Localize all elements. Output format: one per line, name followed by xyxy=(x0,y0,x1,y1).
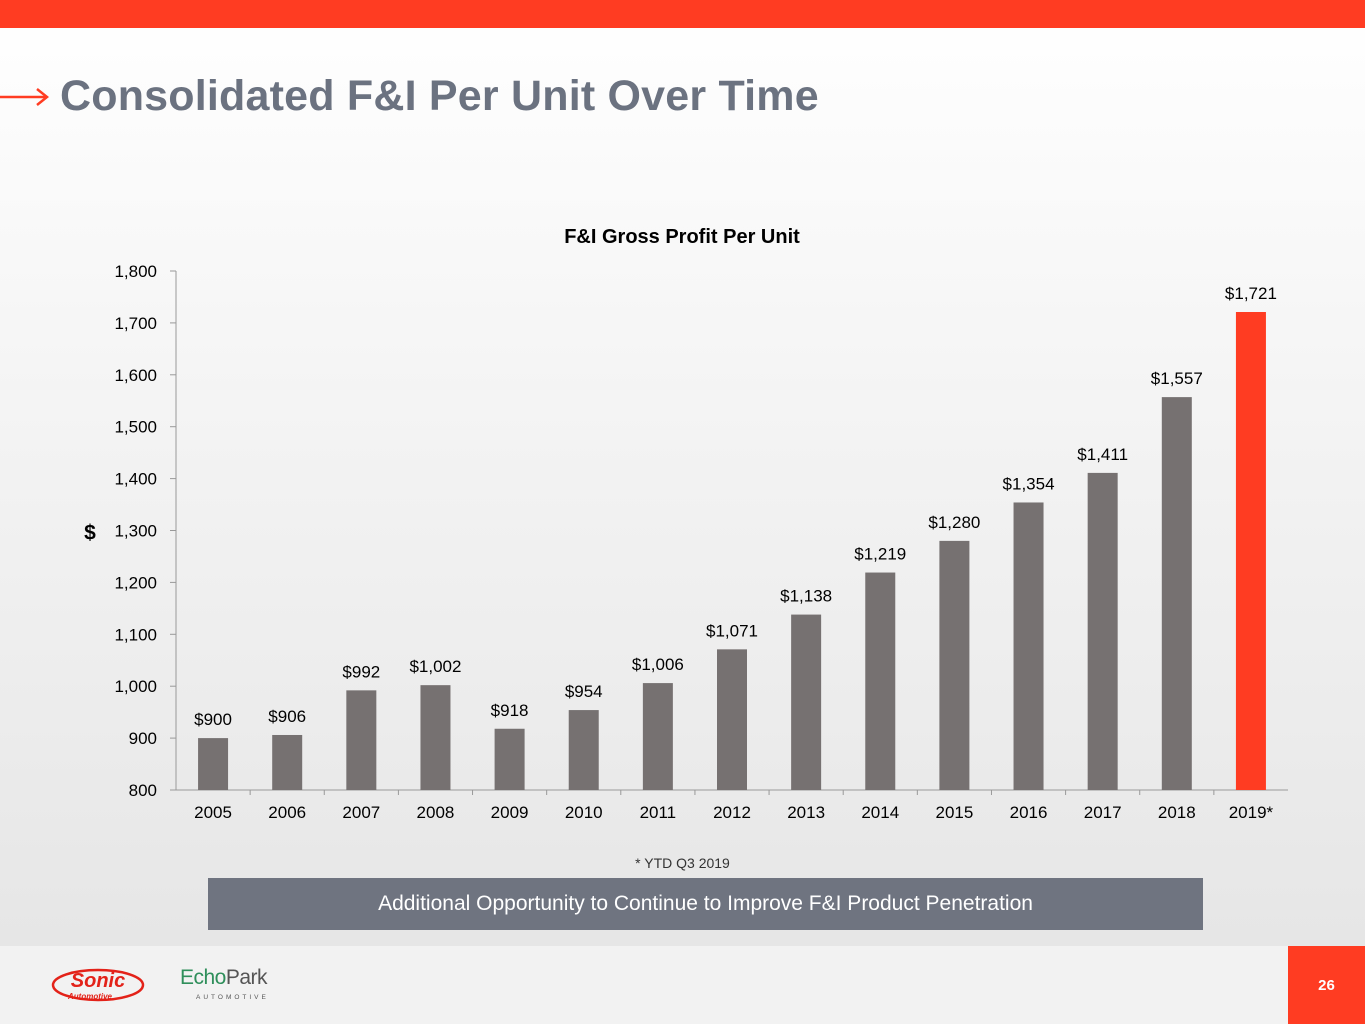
x-tick-label: 2006 xyxy=(268,803,306,822)
data-label: $992 xyxy=(342,662,380,681)
data-label: $1,411 xyxy=(1077,445,1128,464)
bar xyxy=(1013,502,1044,790)
top-accent-bar xyxy=(0,0,1365,28)
bar xyxy=(642,683,673,790)
y-tick-label: 1,700 xyxy=(114,314,157,333)
y-tick-label: 800 xyxy=(129,781,157,800)
bar xyxy=(272,734,303,790)
arrow-right-icon xyxy=(0,88,50,106)
y-tick-label: 1,600 xyxy=(114,366,157,385)
page-number: 26 xyxy=(1318,976,1335,994)
data-label: $1,071 xyxy=(706,621,758,640)
bar xyxy=(346,690,377,790)
bar xyxy=(1087,472,1118,790)
data-label: $1,002 xyxy=(409,657,461,676)
y-tick-label: 1,000 xyxy=(114,677,157,696)
x-tick-label: 2019* xyxy=(1229,803,1274,822)
data-label: $1,006 xyxy=(632,655,684,674)
x-tick-label: 2007 xyxy=(342,803,380,822)
bar xyxy=(939,540,970,790)
x-tick-label: 2005 xyxy=(194,803,232,822)
bar xyxy=(420,685,451,790)
data-label: $906 xyxy=(268,707,306,726)
x-tick-label: 2017 xyxy=(1084,803,1122,822)
y-tick-label: 1,800 xyxy=(114,262,157,281)
bar xyxy=(1161,397,1192,790)
x-tick-label: 2014 xyxy=(861,803,899,822)
bar xyxy=(865,572,896,790)
bar-chart: F&I Gross Profit Per Unit $800 900 1,000 1,1… xyxy=(84,226,1288,822)
data-label: $1,138 xyxy=(780,587,832,606)
x-tick-label: 2011 xyxy=(640,803,677,822)
bar xyxy=(1235,312,1266,790)
echopark-park-text: Park xyxy=(225,966,268,989)
callout-text: Additional Opportunity to Continue to Im… xyxy=(378,892,1033,915)
bar xyxy=(568,710,599,790)
y-tick-label: 900 xyxy=(129,729,157,748)
y-tick-label: 1,500 xyxy=(114,418,157,437)
footnote: * YTD Q3 2019 xyxy=(635,855,730,871)
bar xyxy=(717,649,747,790)
echopark-subtitle: AUTOMOTIVE xyxy=(196,994,269,1001)
y-axis-label: $ xyxy=(84,522,96,545)
x-tick-label: 2018 xyxy=(1158,803,1196,822)
x-tick-label: 2008 xyxy=(417,803,455,822)
y-tick-label: 1,200 xyxy=(114,573,157,592)
x-tick-label: 2012 xyxy=(713,803,751,822)
footer xyxy=(0,946,1365,1024)
bar xyxy=(791,614,822,790)
x-tick-label: 2015 xyxy=(935,803,973,822)
callout-banner: Additional Opportunity to Continue to Im… xyxy=(208,878,1203,930)
data-label: $918 xyxy=(491,701,529,720)
bar xyxy=(494,728,525,790)
y-tick-label: 1,100 xyxy=(114,625,157,644)
x-tick-label: 2016 xyxy=(1010,803,1048,822)
chart-title: F&I Gross Profit Per Unit xyxy=(564,226,800,248)
bar xyxy=(198,738,229,790)
page-number-box: 26 xyxy=(1288,946,1365,1024)
data-label: $900 xyxy=(194,710,232,729)
svg-text:Sonic: Sonic xyxy=(71,970,125,992)
echopark-echo-text: Echo xyxy=(180,966,226,989)
data-label: $1,354 xyxy=(1003,474,1055,493)
y-tick-label: 1,400 xyxy=(114,470,157,489)
x-tick-label: 2010 xyxy=(565,803,603,822)
data-label: $1,219 xyxy=(854,545,906,564)
echopark-logo: EchoPark AUTOMOTIVE xyxy=(180,966,280,1006)
y-tick-label: 1,300 xyxy=(114,522,157,541)
slide-title: Consolidated F&I Per Unit Over Time xyxy=(60,72,819,120)
data-label: $954 xyxy=(565,682,603,701)
data-label: $1,280 xyxy=(928,513,980,532)
x-tick-label: 2013 xyxy=(787,803,825,822)
data-label: $1,557 xyxy=(1151,369,1203,388)
data-label: $1,721 xyxy=(1225,284,1277,303)
svg-text:Automotive: Automotive xyxy=(67,992,113,1001)
x-tick-label: 2009 xyxy=(491,803,529,822)
sonic-automotive-logo: Sonic Automotive xyxy=(51,968,145,1002)
